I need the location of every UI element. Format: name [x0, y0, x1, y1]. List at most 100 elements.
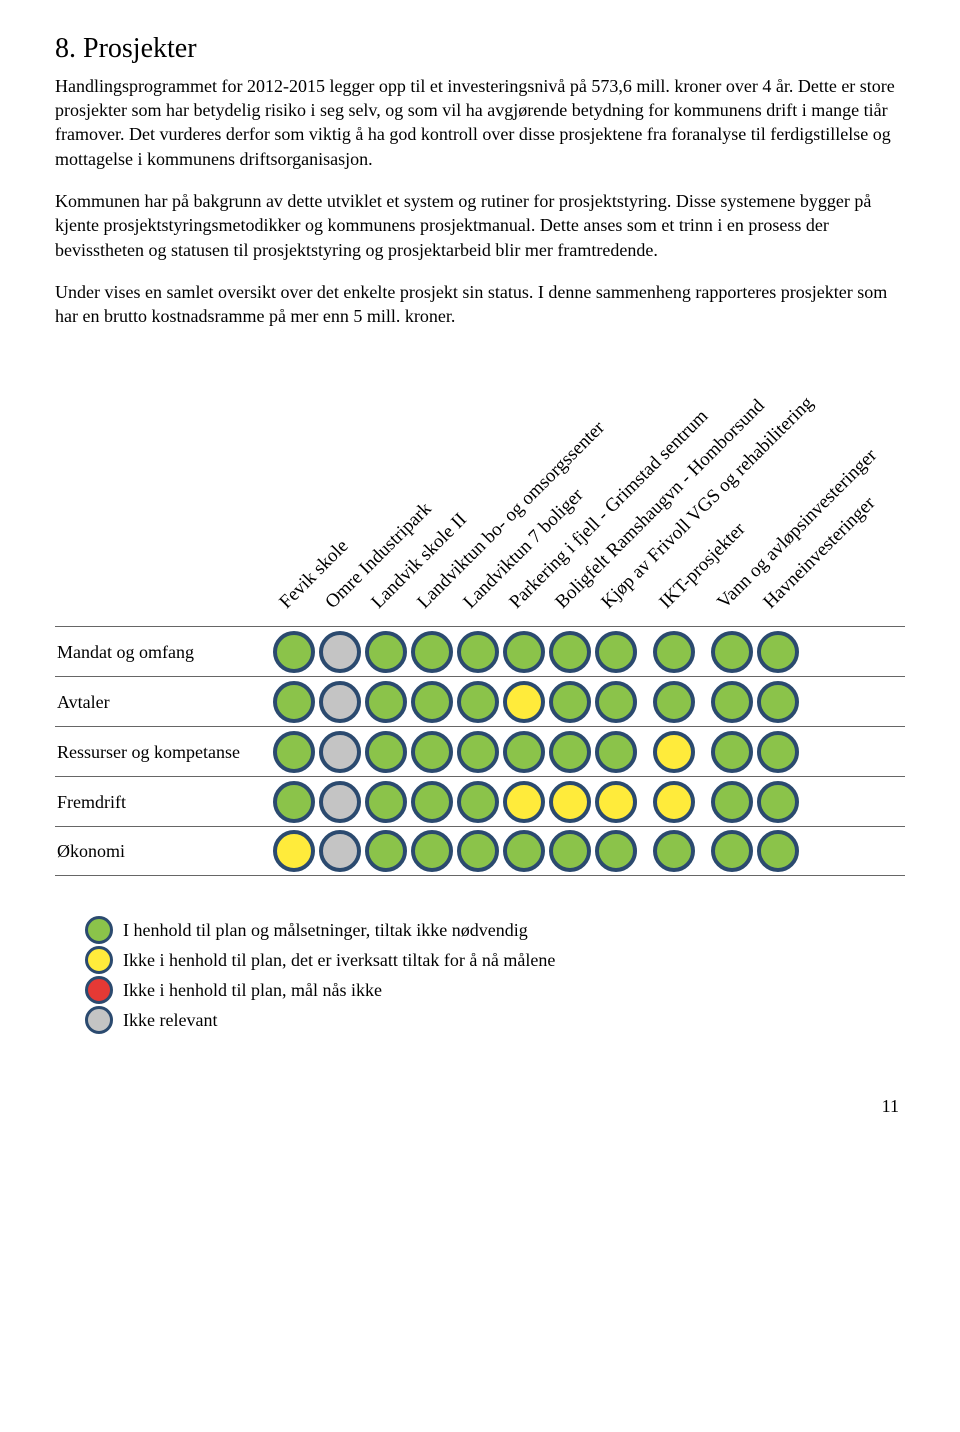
- legend-circle: [85, 946, 113, 974]
- matrix-row: Mandat og omfang: [55, 626, 905, 676]
- status-circle: [411, 781, 453, 823]
- matrix-row-label: Fremdrift: [55, 790, 271, 814]
- status-circle: [757, 830, 799, 872]
- matrix-row-label: Ressurser og kompetanse: [55, 740, 271, 764]
- status-cell: [709, 729, 755, 775]
- legend-label: Ikke relevant: [123, 1008, 217, 1032]
- status-cell: [363, 729, 409, 775]
- status-circle: [365, 781, 407, 823]
- status-circle: [549, 781, 591, 823]
- status-circle: [365, 731, 407, 773]
- status-circle: [653, 781, 695, 823]
- matrix-row: Økonomi: [55, 826, 905, 876]
- legend-label: Ikke i henhold til plan, det er iverksat…: [123, 948, 555, 972]
- legend-circle: [85, 976, 113, 1004]
- status-cell: [455, 779, 501, 825]
- status-circle: [549, 681, 591, 723]
- status-cell: [547, 679, 593, 725]
- status-cell: [709, 679, 755, 725]
- status-cell: [501, 729, 547, 775]
- status-cell: [593, 779, 639, 825]
- status-circle: [595, 731, 637, 773]
- status-cell: [709, 779, 755, 825]
- status-circle: [595, 631, 637, 673]
- status-circle: [273, 681, 315, 723]
- status-circle: [319, 830, 361, 872]
- status-cell: [755, 679, 801, 725]
- legend-item: I henhold til plan og målsetninger, tilt…: [85, 916, 905, 944]
- status-cell: [547, 828, 593, 874]
- status-matrix: Fevik skoleOmre IndustriparkLandvik skol…: [55, 346, 905, 876]
- status-cell: [317, 828, 363, 874]
- status-cell: [755, 629, 801, 675]
- status-circle: [595, 681, 637, 723]
- status-circle: [757, 631, 799, 673]
- body-paragraph: Under vises en samlet oversikt over det …: [55, 280, 905, 329]
- status-circle: [365, 631, 407, 673]
- status-cell: [271, 729, 317, 775]
- status-circle: [411, 731, 453, 773]
- status-circle: [595, 781, 637, 823]
- status-cell: [651, 679, 697, 725]
- status-circle: [757, 681, 799, 723]
- legend-item: Ikke relevant: [85, 1006, 905, 1034]
- status-circle: [319, 781, 361, 823]
- status-circle: [457, 681, 499, 723]
- status-cell: [547, 729, 593, 775]
- status-circle: [365, 830, 407, 872]
- status-circle: [273, 781, 315, 823]
- matrix-column-headers: Fevik skoleOmre IndustriparkLandvik skol…: [271, 346, 905, 626]
- status-cell: [501, 629, 547, 675]
- status-circle: [411, 830, 453, 872]
- status-circle: [319, 731, 361, 773]
- status-circle: [757, 731, 799, 773]
- status-circle: [757, 781, 799, 823]
- status-cell: [455, 729, 501, 775]
- status-cell: [651, 828, 697, 874]
- status-cell: [755, 828, 801, 874]
- status-cell: [501, 779, 547, 825]
- status-circle: [503, 731, 545, 773]
- status-circle: [457, 830, 499, 872]
- status-cell: [547, 779, 593, 825]
- status-cell: [593, 679, 639, 725]
- status-circle: [319, 631, 361, 673]
- status-cell: [755, 779, 801, 825]
- status-circle: [549, 830, 591, 872]
- status-cell: [271, 779, 317, 825]
- body-paragraph: Handlingsprogrammet for 2012-2015 legger…: [55, 74, 905, 171]
- status-circle: [457, 631, 499, 673]
- body-paragraph: Kommunen har på bakgrunn av dette utvikl…: [55, 189, 905, 262]
- status-circle: [503, 781, 545, 823]
- status-circle: [411, 631, 453, 673]
- matrix-row-label: Mandat og omfang: [55, 640, 271, 664]
- status-cell: [271, 679, 317, 725]
- status-cell: [755, 729, 801, 775]
- status-cell: [651, 729, 697, 775]
- status-cell: [455, 629, 501, 675]
- status-circle: [711, 631, 753, 673]
- status-cell: [709, 828, 755, 874]
- status-circle: [711, 681, 753, 723]
- status-circle: [411, 681, 453, 723]
- legend-item: Ikke i henhold til plan, det er iverksat…: [85, 946, 905, 974]
- status-circle: [273, 631, 315, 673]
- legend-label: Ikke i henhold til plan, mål nås ikke: [123, 978, 382, 1002]
- matrix-row-label: Avtaler: [55, 690, 271, 714]
- status-cell: [409, 828, 455, 874]
- legend-circle: [85, 1006, 113, 1034]
- status-circle: [653, 631, 695, 673]
- status-cell: [317, 679, 363, 725]
- status-circle: [653, 731, 695, 773]
- status-cell: [709, 629, 755, 675]
- status-circle: [365, 681, 407, 723]
- status-circle: [653, 830, 695, 872]
- matrix-row: Ressurser og kompetanse: [55, 726, 905, 776]
- status-cell: [409, 629, 455, 675]
- status-cell: [317, 779, 363, 825]
- status-circle: [457, 731, 499, 773]
- matrix-row: Fremdrift: [55, 776, 905, 826]
- status-circle: [549, 631, 591, 673]
- status-circle: [503, 681, 545, 723]
- status-circle: [711, 731, 753, 773]
